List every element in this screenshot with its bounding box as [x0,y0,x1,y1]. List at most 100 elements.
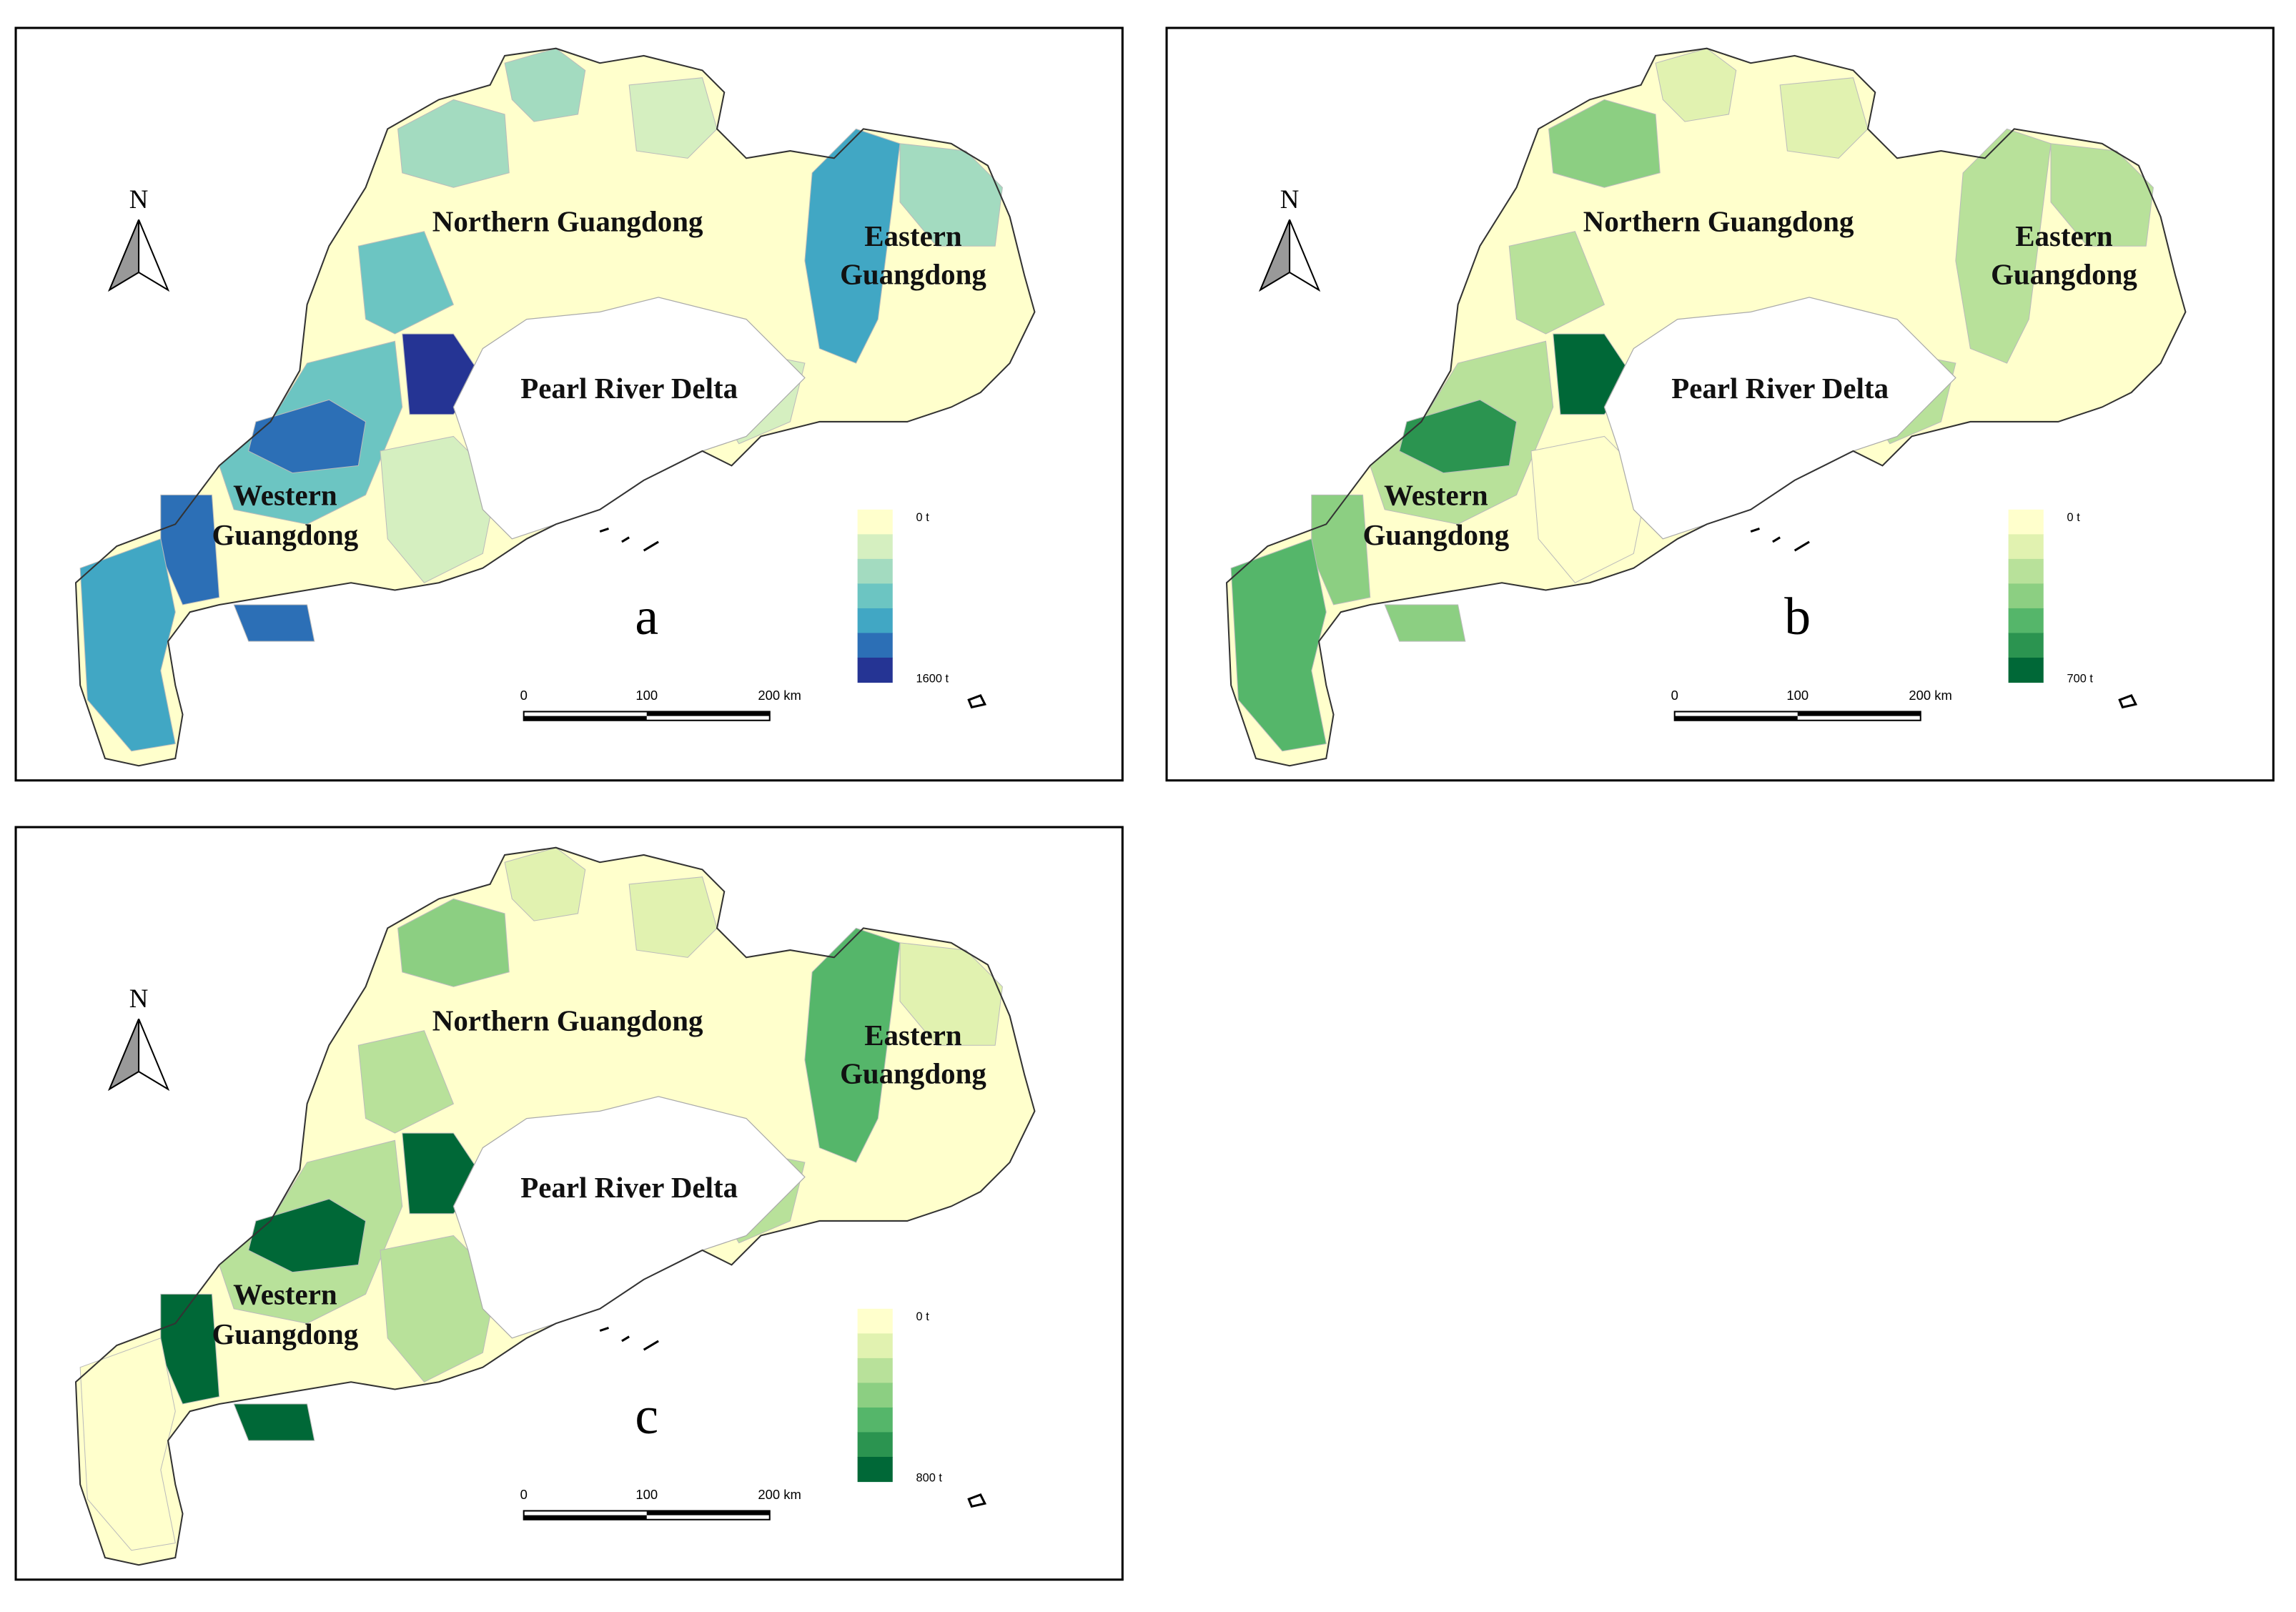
legend-swatch [857,608,893,634]
region-label: Western [233,480,337,512]
scale-bar [1674,716,1798,721]
district [804,927,901,1163]
district [1955,128,2052,364]
district [233,1403,315,1441]
district [899,942,1003,1046]
scale-label: 200 km [1909,688,1951,703]
province-border [74,846,1036,1566]
scale-label: 100 [635,1487,658,1502]
legend-min-label: 0 t [2067,511,2081,524]
district [1384,604,1466,642]
district [804,128,901,364]
district [1779,77,1869,159]
map-panel: N Northern Guangdong Eastern Guangdong Pearl… [14,26,1124,782]
legend-swatch [857,633,893,658]
region-label: Eastern [864,1019,962,1052]
region-label: Guangdong [212,519,358,551]
region-label: Northern Guangdong [1583,206,1854,238]
region-label: Eastern [2015,220,2113,252]
legend-min-label: 0 t [916,1310,930,1323]
scale-label: 100 [635,688,658,703]
region-label: Guangdong [212,1318,358,1350]
legend-swatch [2008,633,2044,658]
district [899,143,1003,247]
north-label: N [1280,184,1300,214]
legend-swatch [2008,558,2044,585]
legend-swatch [857,583,893,609]
scale-label: 0 [1671,688,1678,703]
district [628,77,718,159]
north-arrow [138,1018,170,1092]
district [233,604,315,642]
scale-label: 200 km [758,1487,801,1502]
scale-label: 200 km [758,688,801,703]
region-label: Northern Guangdong [432,206,703,238]
legend-swatch [857,657,893,683]
legend-swatch [857,1383,893,1408]
island [967,1493,987,1508]
region-label: Western [233,1279,337,1311]
north-label: N [129,984,149,1013]
region-label: Pearl River Delta [1671,372,1889,405]
region-label: Pearl River Delta [520,372,738,405]
legend-swatch [857,1456,893,1483]
district [357,231,455,335]
north-arrow [138,219,170,292]
scale-bar [646,1510,770,1515]
region-label: Northern Guangdong [432,1005,703,1037]
legend-swatch [2008,509,2044,535]
district [2050,143,2154,247]
island [599,1327,659,1351]
district [1508,231,1605,335]
scale-label: 0 [520,1487,528,1502]
north-arrow [1289,219,1321,292]
panel-label: b [1784,587,1811,646]
province-border [1225,47,2187,767]
legend-swatch [857,1432,893,1458]
panel-label: c [635,1386,658,1445]
scale-bar [523,1515,647,1520]
north-label: N [129,184,149,214]
district [380,1235,498,1383]
map-panel: N Northern Guangdong Eastern Guangdong Pearl… [1165,26,2275,782]
scale-bar [1797,711,1921,716]
legend-swatch [857,534,893,560]
legend-swatch [857,1358,893,1384]
district [1399,399,1518,474]
island [599,528,659,552]
island [2118,694,2138,709]
legend-min-label: 0 t [916,511,930,524]
district [79,1337,176,1551]
scale-label: 0 [520,688,528,703]
district [248,1198,367,1273]
district [380,435,498,583]
region-label: Guangdong [840,258,986,290]
map-panel: N Northern Guangdong Eastern Guangdong Pearl… [14,826,1124,1581]
region-label: Guangdong [1362,519,1509,551]
district [628,876,718,958]
legend-max-label: 700 t [2067,673,2094,686]
legend-swatch [857,1333,893,1359]
legend-max-label: 800 t [916,1472,943,1485]
district [248,399,367,474]
scale-label: 100 [1786,688,1808,703]
legend-swatch [2008,583,2044,609]
district [1230,538,1327,752]
panel-label: a [635,587,658,646]
island [967,694,987,709]
district [1548,99,1661,188]
legend-swatch [857,509,893,535]
legend-swatch [2008,608,2044,634]
district [1530,435,1649,583]
region-label: Pearl River Delta [520,1172,738,1204]
district [397,99,510,188]
region-label: Eastern [864,220,962,252]
scale-bar [646,711,770,716]
legend-max-label: 1600 t [916,673,949,686]
district [397,898,510,987]
island [1750,528,1810,552]
district [79,538,176,752]
legend-swatch [2008,534,2044,560]
region-label: Guangdong [840,1057,986,1089]
